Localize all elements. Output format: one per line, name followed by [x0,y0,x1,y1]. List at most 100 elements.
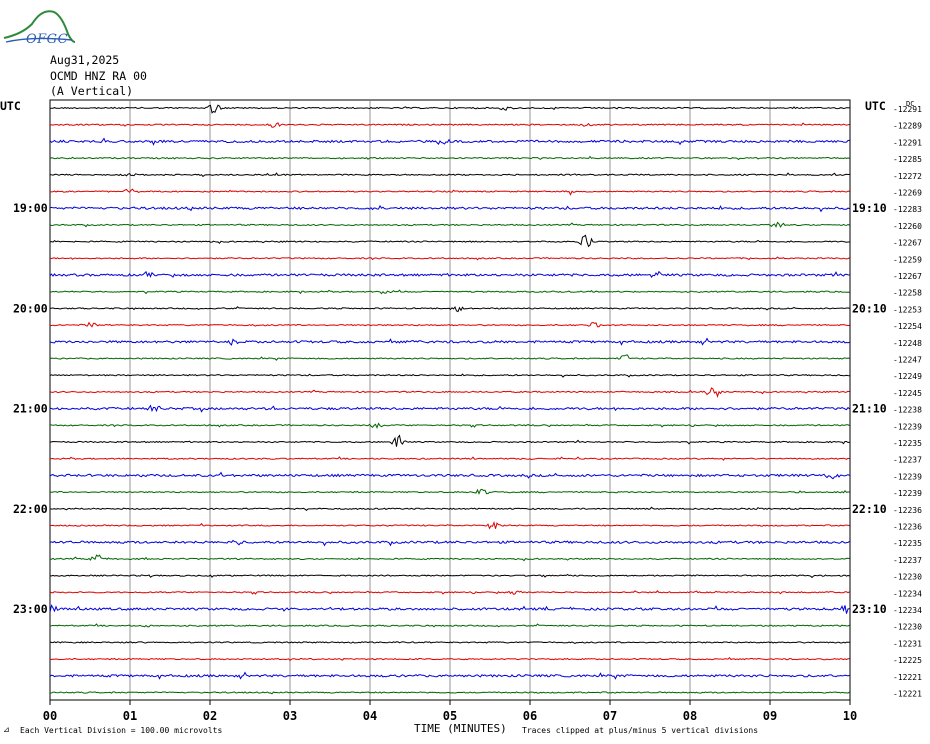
dc-offset-label: -12245 [893,389,922,398]
trace-line [49,188,850,196]
x-tick-label: 02 [203,709,217,723]
logo-text: OFGC [26,32,69,47]
left-time-label: 23:00 [13,602,48,616]
trace-line [49,172,850,178]
dc-offset-label: -12225 [893,656,922,665]
dc-offset-label: -12230 [893,573,922,582]
x-tick-label: 05 [443,709,457,723]
trace-line [49,641,850,644]
trace-line [49,155,850,161]
dc-offset-label: -12230 [893,623,922,632]
trace-line [49,321,850,328]
dc-offset-label: -12236 [893,523,922,532]
dc-offset-label: -12234 [893,589,922,598]
dc-offset-label: -12283 [893,205,922,214]
dc-offset-label: -12267 [893,272,922,281]
dc-label: DC [906,100,914,108]
dc-offset-label: -12267 [893,239,922,248]
trace-line [49,354,850,361]
trace-line [50,691,850,695]
x-tick-label: 08 [683,709,697,723]
dc-offset-label: -12289 [893,122,922,131]
scale-note: Each Vertical Division = 100.00 microvol… [20,726,223,735]
right-utc-label: UTC [865,99,886,113]
x-tick-label: 09 [763,709,777,723]
trace-line [49,656,850,661]
dc-offset-label: -12239 [893,489,922,498]
trace-line [49,122,850,128]
x-tick-label: 10 [843,709,857,723]
trace-line [49,604,850,614]
dc-offset-label: -12291 [893,105,922,114]
trace-line [49,221,850,228]
left-utc-label: UTC [0,99,21,113]
trace-line [49,623,850,628]
dc-offset-label: -12285 [893,155,922,164]
right-time-label: 22:10 [852,502,887,516]
trace-line [49,573,850,579]
dc-offset-label: -12221 [893,690,922,699]
trace-line [49,554,850,562]
dc-offset-label: -12247 [893,356,922,365]
dc-offset-label: -12259 [893,255,922,264]
x-axis-title: TIME (MINUTES) [414,722,507,735]
dc-offset-label: -12221 [893,673,922,682]
trace-line [49,404,850,413]
dc-offset-label: -12239 [893,422,922,431]
mountain-logo-icon [3,10,76,43]
right-time-label: 20:10 [852,301,887,315]
ofgc-logo: OFGC [2,4,77,50]
dc-offset-label: -12231 [893,639,922,648]
x-tick-label: 06 [523,709,537,723]
dc-offset-label: -12254 [893,322,922,331]
trace-line [49,306,850,313]
trace-line [49,337,850,346]
header-date: Aug31,2025 [50,53,120,67]
dc-offset-label: -12236 [893,506,922,515]
corner-mark: ⊿ [3,725,10,734]
clip-note: Traces clipped at plus/minus 5 vertical … [522,726,759,735]
trace-line [49,434,850,447]
dc-offset-label: -12291 [893,138,922,147]
trace-line [49,539,850,547]
dc-offset-label: -12234 [893,606,922,615]
dc-offset-label: -12260 [893,222,922,231]
dc-offset-label: -12272 [893,172,922,181]
left-time-label: 20:00 [13,301,48,315]
dc-offset-label: -12235 [893,539,922,548]
x-tick-label: 00 [43,709,57,723]
header-component: (A Vertical) [50,84,134,98]
trace-line [49,422,850,430]
trace-line [49,137,850,146]
dc-offset-label: -12248 [893,339,922,348]
left-time-label: 21:00 [13,402,48,416]
trace-line [49,456,850,461]
right-time-label: 23:10 [852,602,887,616]
x-tick-label: 01 [123,709,137,723]
trace-line [49,373,850,378]
dc-offset-label: -12249 [893,372,922,381]
trace-line [49,471,850,480]
left-time-label: 19:00 [13,201,48,215]
dc-offset-label: -12235 [893,439,922,448]
trace-line [49,270,850,278]
trace-line [49,520,850,530]
trace-line [49,506,850,511]
left-time-label: 22:00 [13,502,48,516]
dc-offset-label: -12237 [893,456,922,465]
trace-line [49,590,850,595]
dc-offset-label: -12239 [893,472,922,481]
x-tick-label: 04 [363,709,377,723]
trace-line [49,671,850,680]
dc-offset-label: -12258 [893,289,922,298]
dc-offset-label: -12237 [893,556,922,565]
trace-line [49,488,850,495]
dc-offset-label: -12269 [893,189,922,198]
dc-offset-label: -12238 [893,406,922,415]
x-tick-label: 07 [603,709,617,723]
trace-line [49,256,850,261]
right-time-label: 19:10 [852,201,887,215]
trace-line [50,104,850,114]
right-time-label: 21:10 [852,402,887,416]
